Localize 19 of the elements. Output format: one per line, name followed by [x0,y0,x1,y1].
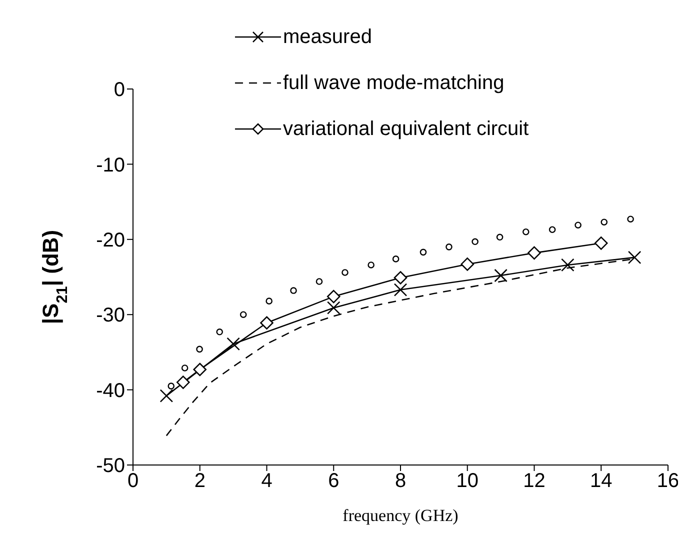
y-tick-label: -30 [96,304,125,327]
y-tick-label: -50 [96,455,125,478]
y-tick-label: 0 [114,79,125,102]
legend-label: variational equivalent circuit [283,118,529,140]
legend-label: full wave mode-matching [283,72,504,94]
y-tick-label: -40 [96,380,125,402]
legend-label: measured [283,26,372,48]
y-tick-label: -10 [96,154,125,176]
x-axis-title: frequency (GHz) [342,506,458,525]
x-tick-label: 4 [261,470,272,492]
x-tick-label: 6 [328,470,340,492]
x-tick-label: 8 [394,470,406,492]
x-tick-label: 16 [656,470,680,492]
x-tick-label: 2 [194,470,206,492]
y-tick-label: -20 [96,230,125,252]
x-tick-label: 0 [127,470,139,492]
x-tick-label: 10 [456,470,478,492]
x-tick-label: 12 [523,470,546,492]
x-tick-label: 14 [590,470,612,492]
